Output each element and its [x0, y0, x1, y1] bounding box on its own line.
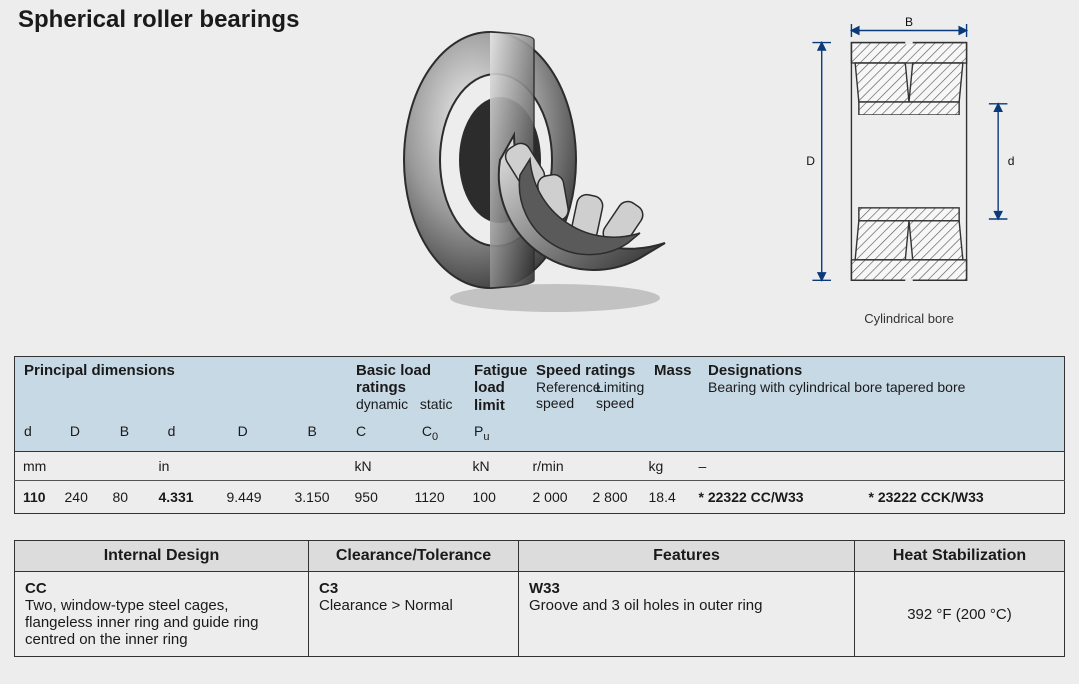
hdr-speed-lim: Limiting speed	[596, 379, 648, 411]
details-hdr-heat: Heat Stabilization	[855, 541, 1065, 572]
features-code: W33	[529, 580, 571, 597]
table-row: 110 240 80 4.331 9.449 3.150 950 1120 10…	[15, 480, 1065, 513]
col-D-in: D	[238, 423, 304, 439]
col-D-mm: D	[70, 423, 116, 439]
details-hdr-clearance: Clearance/Tolerance	[309, 541, 519, 572]
unit-rmin: r/min	[525, 451, 641, 480]
bearing-3d-image	[400, 20, 680, 320]
page-title: Spherical roller bearings	[18, 6, 1065, 34]
col-B-mm: B	[120, 423, 164, 439]
unit-in: in	[151, 451, 347, 480]
cell-mass: 18.4	[641, 480, 691, 513]
dim-d-label: d	[1008, 154, 1015, 168]
hdr-fatigue: Fatigue load limit	[474, 362, 534, 414]
col-d-in: d	[168, 423, 234, 439]
hero-images: B D d Cylindrical bore	[0, 6, 1079, 336]
internal-code: CC	[25, 580, 59, 597]
cell-C0: 1120	[407, 480, 465, 513]
main-table: Principal dimensions Basic load ratings …	[14, 356, 1065, 514]
unit-dash: –	[691, 451, 1065, 480]
clearance-text: Clearance > Normal	[319, 597, 470, 614]
clearance-code: C3	[319, 580, 353, 597]
details-cell-features: W33 Groove and 3 oil holes in outer ring	[519, 572, 855, 657]
cell-des-tap: * 23222 CCK/W33	[861, 480, 1065, 513]
cell-des-cyl: * 22322 CC/W33	[691, 480, 861, 513]
cell-lim-speed: 2 800	[585, 480, 641, 513]
hdr-basic-load: Basic load ratings	[356, 362, 472, 396]
details-cell-clearance: C3 Clearance > Normal	[309, 572, 519, 657]
cell-ref-speed: 2 000	[525, 480, 585, 513]
col-Pu: Pu	[474, 423, 489, 439]
hdr-desig: Designations	[708, 362, 1055, 379]
hdr-principal: Principal dimensions	[24, 362, 354, 379]
internal-text: Two, window-type steel cages, flangeless…	[25, 597, 260, 648]
unit-kN: kN	[347, 451, 465, 480]
col-B-in: B	[307, 423, 316, 439]
col-d-mm: d	[24, 423, 66, 439]
schematic-caption: Cylindrical bore	[769, 311, 1049, 326]
hdr-desig-tap: tapered bore	[886, 379, 965, 395]
unit-kg: kg	[641, 451, 691, 480]
col-C0: C0	[422, 423, 438, 439]
hdr-speed-ref: Reference speed	[536, 379, 588, 411]
cell-D-mm: 240	[57, 480, 105, 513]
hdr-basic-dyn: dynamic	[356, 396, 408, 412]
cell-C: 950	[347, 480, 407, 513]
hdr-desig-cyl: Bearing with cylindrical bore	[708, 379, 886, 395]
col-C: C	[356, 423, 418, 439]
details-cell-internal: CC Two, window-type steel cages, flangel…	[15, 572, 309, 657]
details-table: Internal Design Clearance/Tolerance Feat…	[14, 540, 1065, 657]
hdr-speed: Speed ratings	[536, 362, 635, 379]
cell-B-in: 3.150	[287, 480, 347, 513]
details-hdr-internal: Internal Design	[15, 541, 309, 572]
cell-B-mm: 80	[105, 480, 151, 513]
schematic-image: B D d Cylindrical bore	[769, 6, 1049, 326]
features-text: Groove and 3 oil holes in outer ring	[529, 597, 798, 614]
hdr-mass: Mass	[654, 362, 706, 379]
details-cell-heat: 392 °F (200 °C)	[855, 572, 1065, 657]
hdr-basic-stat: static	[420, 396, 453, 412]
details-hdr-features: Features	[519, 541, 855, 572]
cell-Pu: 100	[465, 480, 525, 513]
cell-D-in: 9.449	[219, 480, 287, 513]
cell-d-in: 4.331	[151, 480, 219, 513]
dim-D-label: D	[806, 154, 815, 168]
cell-d-mm: 110	[15, 480, 57, 513]
unit-mm: mm	[15, 451, 151, 480]
unit-kN2: kN	[465, 451, 525, 480]
